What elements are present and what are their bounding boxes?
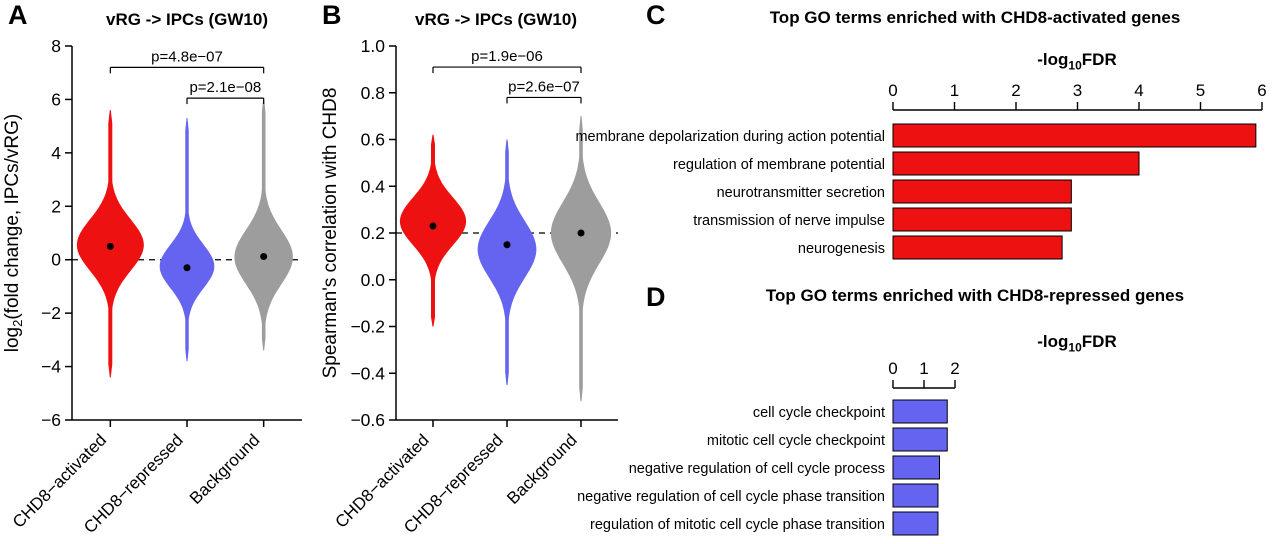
panel-c-bar-chart: 0 1 2 3 4 5 6 membrane depolarization during ac… xyxy=(575,81,1267,260)
bar-label: regulation of membrane potential xyxy=(673,157,885,173)
x-category-label: Background xyxy=(186,430,264,508)
panel-label-a: A xyxy=(8,0,28,30)
median-dot-CHD8-activated xyxy=(106,242,114,250)
y-tick-label: 0.4 xyxy=(361,176,386,196)
x-tick-label: 1 xyxy=(950,81,959,100)
fdr-label-subscript: 10 xyxy=(1068,58,1082,73)
violin-Background xyxy=(550,116,612,402)
median-dot-CHD8-repressed xyxy=(503,241,511,249)
y-axis-title: Spearman's correlation with CHD8 xyxy=(320,88,341,379)
bar-label: neurogenesis xyxy=(798,241,885,257)
fdr-label-prefix: -log xyxy=(1037,332,1069,351)
bar-4 xyxy=(892,235,1063,260)
x-tick-label: 0 xyxy=(888,81,897,100)
bar-label: mitotic cell cycle checkpoint xyxy=(707,433,885,449)
panel-a-title: vRG -> IPCs (GW10) xyxy=(105,10,268,29)
bar-3 xyxy=(892,207,1072,232)
bar-label: negative regulation of cell cycle phase … xyxy=(577,489,885,505)
x-tick-label: 5 xyxy=(1196,81,1205,100)
y-tick-label: 4 xyxy=(51,143,61,163)
y-tick-label: −4 xyxy=(41,357,61,377)
y-tick-label: −0.4 xyxy=(350,363,385,383)
bar-2 xyxy=(892,179,1072,204)
x-tick-label: 0 xyxy=(888,359,897,378)
bar-label: regulation of mitotic cell cycle phase t… xyxy=(590,517,885,533)
bar-label: membrane depolarization during action po… xyxy=(575,129,885,145)
violin-CHD8-activated xyxy=(399,134,467,327)
p-value-label: p=2.1e−08 xyxy=(189,79,261,96)
x-tick-label: 6 xyxy=(1257,81,1266,100)
fdr-label-suffix: FDR xyxy=(1081,332,1117,351)
bar-label: neurotransmitter secretion xyxy=(717,185,885,201)
x-tick-label: 3 xyxy=(1073,81,1082,100)
y-tick-label: −0.2 xyxy=(350,317,385,337)
x-tick-label: 2 xyxy=(950,359,959,378)
y-tick-label: 0.6 xyxy=(361,130,385,150)
bar-0 xyxy=(892,123,1257,148)
y-tick-label: 1.0 xyxy=(361,36,386,56)
y-tick-label: 0 xyxy=(51,250,61,270)
median-dot-CHD8-activated xyxy=(429,222,437,230)
panel-d-title: Top GO terms enriched with CHD8-represse… xyxy=(765,286,1185,305)
bar-3 xyxy=(892,483,939,508)
bar-2 xyxy=(892,455,940,480)
panel-b-title: vRG -> IPCs (GW10) xyxy=(414,10,577,29)
bar-label: cell cycle checkpoint xyxy=(753,405,885,421)
p-value-label: p=2.6e−07 xyxy=(508,78,580,95)
x-tick-label: 2 xyxy=(1011,81,1020,100)
y-tick-label: 0.8 xyxy=(361,83,385,103)
median-dot-CHD8-repressed xyxy=(183,264,191,272)
x-tick-label: 4 xyxy=(1134,81,1143,100)
violin-CHD8-repressed xyxy=(477,139,537,385)
violin-Background xyxy=(234,99,293,351)
bar-1 xyxy=(892,427,948,452)
panel-label-c: C xyxy=(646,0,666,30)
median-dot-Background xyxy=(577,229,585,237)
panel-label-b: B xyxy=(322,0,342,30)
panel-label-d: D xyxy=(646,282,666,312)
x-tick-label: 1 xyxy=(919,359,928,378)
y-tick-label: 0.2 xyxy=(361,223,385,243)
p-value-label: p=4.8e−07 xyxy=(151,48,223,65)
panel-b-violin-plot: 1.00.80.60.40.20.0−0.2−0.4−0.6CHD8−activ… xyxy=(320,36,618,537)
bar-0 xyxy=(892,399,948,424)
y-axis-title: log2(fold change, IPCs/vRG) xyxy=(2,114,25,353)
bar-4 xyxy=(892,511,939,536)
y-tick-label: 6 xyxy=(51,89,61,109)
fdr-label-suffix: FDR xyxy=(1081,50,1117,69)
panel-d-bar-chart: 0 1 2 cell cycle checkpoint mitotic cell cyc… xyxy=(577,359,960,536)
y-tick-label: −2 xyxy=(41,303,61,323)
fdr-label-prefix: -log xyxy=(1037,50,1069,69)
violin-CHD8-repressed xyxy=(159,118,215,362)
y-tick-label: 0.0 xyxy=(361,270,386,290)
p-value-label: p=1.9e−06 xyxy=(471,48,543,65)
bar-label: transmission of nerve impulse xyxy=(693,213,885,229)
panel-d-x-axis-title: -log10FDR xyxy=(1010,332,1144,354)
fdr-label-subscript: 10 xyxy=(1068,340,1082,355)
median-dot-Background xyxy=(260,253,268,261)
y-tick-label: −6 xyxy=(41,410,61,430)
panel-c-x-axis-title: -log10FDR xyxy=(1010,50,1144,72)
panel-c-title: Top GO terms enriched with CHD8-activate… xyxy=(769,8,1181,27)
bar-label: negative regulation of cell cycle proces… xyxy=(629,461,885,477)
bar-1 xyxy=(892,151,1140,176)
y-tick-label: −0.6 xyxy=(350,410,385,430)
y-tick-label: 2 xyxy=(51,196,61,216)
y-tick-label: 8 xyxy=(51,36,61,56)
